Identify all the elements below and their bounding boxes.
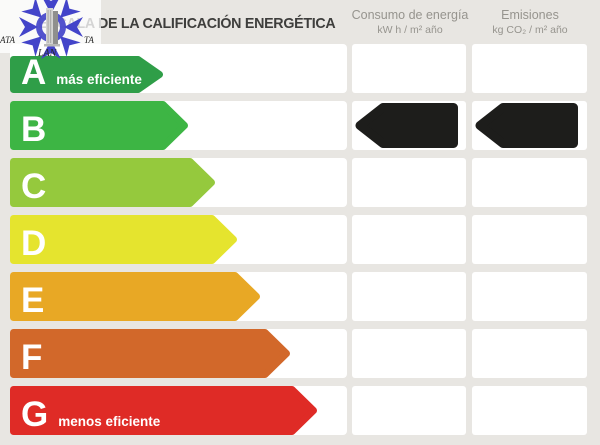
consumo-value-cell bbox=[352, 101, 466, 150]
consumo-value-cell bbox=[352, 215, 466, 264]
consumo-header-line1: Consumo de energía bbox=[351, 8, 469, 22]
efficiency-caption: menos eficiente bbox=[58, 414, 161, 429]
rating-marker-arrow bbox=[475, 103, 578, 148]
rating-letter-group: A más eficiente bbox=[21, 55, 142, 90]
rating-bar-arrow bbox=[10, 272, 260, 321]
scale-row-C: C bbox=[0, 158, 600, 207]
scale-row-A: A más eficiente bbox=[0, 44, 600, 93]
rating-letter: C bbox=[21, 167, 47, 206]
rating-letter-group: C bbox=[21, 169, 46, 204]
rating-letter: B bbox=[21, 110, 47, 149]
emisiones-value-cell bbox=[472, 101, 587, 150]
rating-letter-group: G menos eficiente bbox=[21, 397, 160, 432]
emisiones-header-line1: Emisiones bbox=[501, 8, 559, 22]
rating-letter-group: D bbox=[21, 226, 46, 261]
rating-letter-group: F bbox=[21, 340, 42, 375]
consumo-value-cell bbox=[352, 272, 466, 321]
rating-letter: E bbox=[21, 281, 45, 320]
rating-letter-group: B bbox=[21, 112, 46, 147]
rating-bar-arrow bbox=[10, 101, 188, 150]
rating-bar-arrow bbox=[10, 158, 215, 207]
rating-letter-group: E bbox=[21, 283, 44, 318]
rating-bar-arrow bbox=[10, 329, 290, 378]
watermark-text-right: TA bbox=[84, 35, 94, 45]
consumo-value-cell bbox=[352, 44, 466, 93]
agency-watermark-logo: ATA TA LAN bbox=[0, 0, 101, 59]
watermark-text-bottom: LAN bbox=[37, 48, 58, 59]
rating-bar-arrow bbox=[10, 56, 163, 93]
emisiones-value-cell bbox=[472, 386, 587, 435]
scale-row-F: F bbox=[0, 329, 600, 378]
rating-bar-arrow bbox=[10, 386, 317, 435]
page-title: ESCALA DE LA CALIFICACIÓN ENERGÉTICA bbox=[38, 15, 336, 32]
emisiones-value-cell bbox=[472, 272, 587, 321]
watermark-text-left: ATA bbox=[0, 35, 16, 45]
consumo-value-cell bbox=[352, 158, 466, 207]
column-header-emisiones: Emisiones kg CO₂ / m² año bbox=[464, 8, 596, 37]
compass-star-icon bbox=[19, 0, 83, 59]
consumo-value-cell bbox=[352, 386, 466, 435]
consumo-value-cell bbox=[352, 329, 466, 378]
rating-bar-arrow bbox=[10, 215, 237, 264]
rating-letter: G bbox=[21, 395, 49, 434]
emisiones-value-cell bbox=[472, 329, 587, 378]
emisiones-header-units: kg CO₂ / m² año bbox=[492, 24, 568, 36]
consumo-header-units: kW h / m² año bbox=[377, 24, 443, 36]
emisiones-value-cell bbox=[472, 158, 587, 207]
building-icon bbox=[44, 8, 60, 47]
rating-letter: A bbox=[21, 53, 47, 92]
scale-row-E: E bbox=[0, 272, 600, 321]
column-header-consumo: Consumo de energía kW h / m² año bbox=[344, 8, 476, 37]
rating-letter: F bbox=[21, 338, 43, 377]
rating-marker-arrow bbox=[355, 103, 458, 148]
scale-row-D: D bbox=[0, 215, 600, 264]
rating-letter: D bbox=[21, 224, 47, 263]
efficiency-caption: más eficiente bbox=[56, 72, 142, 87]
scale-row-B: B bbox=[0, 101, 600, 150]
emisiones-value-cell bbox=[472, 215, 587, 264]
emisiones-value-cell bbox=[472, 44, 587, 93]
scale-row-G: G menos eficiente bbox=[0, 386, 600, 435]
